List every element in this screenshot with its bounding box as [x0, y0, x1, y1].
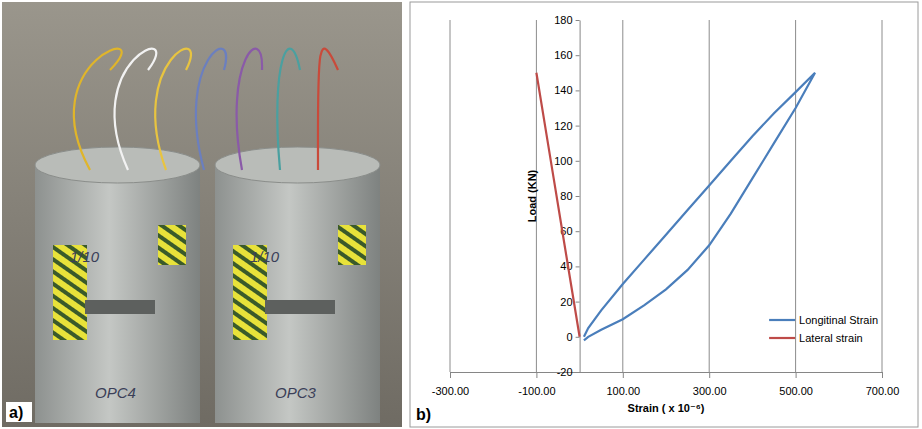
grid-line [882, 20, 883, 372]
legend-item: Longitinal Strain [769, 314, 878, 326]
wire [115, 49, 157, 170]
tick: -20 [557, 366, 580, 378]
label-patch [6, 402, 32, 422]
tick-mark [576, 231, 580, 232]
tick: 700.00 [866, 372, 900, 397]
figure: 1/10 OPC4 1/10 OPC3 a) -300.00 -100.00 100.00 30… [0, 0, 922, 429]
tick-mark [882, 372, 883, 378]
grid-line [450, 20, 451, 372]
tick-mark [576, 302, 580, 303]
tick: 20 [560, 296, 579, 308]
tick: 80 [560, 190, 579, 202]
cylinder-body [35, 165, 200, 423]
tick: -300.00 [432, 372, 469, 397]
legend-label: Longitinal Strain [799, 314, 878, 326]
tick-label: 120 [554, 120, 572, 132]
tick: -100.00 [518, 372, 555, 397]
legend-swatch [769, 337, 795, 339]
legend-label: Lateral strain [799, 332, 863, 344]
photo-panel: 1/10 OPC4 1/10 OPC3 a) [2, 2, 402, 427]
tick-label: 140 [554, 84, 572, 96]
tick-label: -300.00 [432, 385, 469, 397]
tick-mark [576, 126, 580, 127]
plot-lines [536, 73, 815, 341]
legend-swatch [769, 319, 795, 321]
tick-label: 180 [554, 14, 572, 26]
tick: 0 [566, 331, 579, 343]
panel-label: a) [9, 404, 23, 421]
tick-mark [623, 372, 624, 378]
x-axis-title: Strain ( x 10⁻⁶) [628, 402, 705, 414]
wire [155, 49, 191, 170]
tick-mark [576, 55, 580, 56]
tick-label: 100 [554, 155, 572, 167]
tick-mark [576, 266, 580, 267]
tick-label: -100.00 [518, 385, 555, 397]
photo-annotation: OPC4 [95, 384, 136, 401]
chart-panel: -300.00 -100.00 100.00 300.00 500.00 700.00 -2… [410, 2, 918, 427]
cylinder-top [35, 147, 200, 183]
tick-mark [576, 90, 580, 91]
grid-line [795, 20, 796, 372]
tick-mark [576, 337, 580, 338]
x-axis: -300.00 -100.00 100.00 300.00 500.00 700.00 [432, 372, 899, 397]
tick: 500.00 [779, 372, 813, 397]
tick: 120 [554, 120, 579, 132]
strain-gauge [338, 225, 366, 265]
tick-mark [450, 372, 451, 378]
tick-label: 300.00 [693, 385, 727, 397]
tick-mark [576, 20, 580, 21]
tick-label: 700.00 [866, 385, 900, 397]
gauge-slot [85, 300, 155, 314]
cylinder [35, 147, 200, 423]
tick: 300.00 [693, 372, 727, 397]
wire [237, 49, 262, 170]
tick: 40 [560, 260, 579, 272]
tick: 140 [554, 84, 579, 96]
series-line [536, 73, 579, 337]
axis-line [451, 372, 883, 373]
legend: Longitinal Strain Lateral strain [769, 314, 878, 344]
tick-mark [536, 372, 537, 378]
panel-label: b) [416, 406, 431, 423]
tick-label: 100.00 [606, 385, 640, 397]
tick-mark [576, 372, 580, 373]
cylinder [215, 147, 380, 423]
y-axis-title: Load (KN) [526, 169, 538, 222]
wire [196, 49, 226, 170]
legend-item: Lateral strain [769, 332, 863, 344]
tick-label: -20 [557, 366, 573, 378]
y-axis: -20020406080100120140160180 [554, 14, 580, 378]
tick: 160 [554, 49, 579, 61]
tick-label: 160 [554, 49, 572, 61]
tick-label: 20 [560, 296, 572, 308]
tick-label: 500.00 [779, 385, 813, 397]
grid [450, 20, 882, 372]
photo-annotation: 1/10 [250, 248, 280, 265]
tick-label: 0 [566, 331, 572, 343]
photo-background [2, 2, 402, 427]
tick: 180 [554, 14, 579, 26]
tick-mark [709, 372, 710, 378]
tick-mark [796, 372, 797, 378]
tick: 100 [554, 155, 579, 167]
tick-label: 80 [560, 190, 572, 202]
axis-line [580, 21, 581, 373]
tick-mark [576, 161, 580, 162]
photo-annotation: 1/10 [70, 248, 100, 265]
wire [318, 49, 338, 170]
cylinder-body [215, 165, 380, 423]
tick-mark [576, 196, 580, 197]
series-line [584, 73, 815, 341]
chart-frame [410, 2, 918, 427]
photo-annotation: OPC3 [275, 384, 317, 401]
wire [277, 49, 300, 170]
grid-line [709, 20, 710, 372]
tick: 100.00 [606, 372, 640, 397]
gauge-slot [265, 300, 335, 314]
strain-gauge [158, 225, 186, 265]
